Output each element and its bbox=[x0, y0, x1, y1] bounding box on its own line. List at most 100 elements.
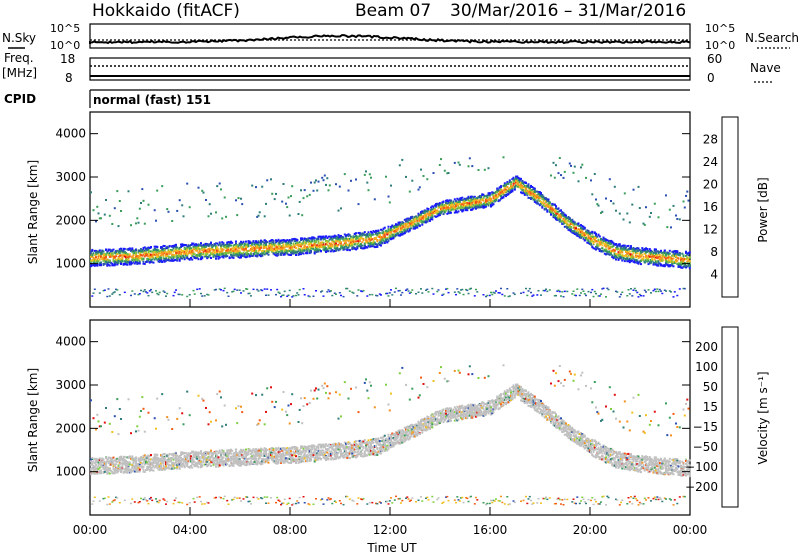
power-point bbox=[426, 221, 428, 223]
power-point bbox=[560, 209, 562, 211]
noise-left-label: N.Sky bbox=[2, 31, 36, 45]
power-point bbox=[109, 265, 111, 267]
power-point bbox=[476, 291, 478, 293]
power-point bbox=[399, 164, 401, 166]
power-point bbox=[118, 225, 120, 227]
power-point bbox=[166, 208, 168, 210]
power-point bbox=[486, 295, 488, 297]
power-point bbox=[463, 294, 465, 296]
power-point bbox=[558, 172, 560, 174]
power-point bbox=[143, 258, 145, 260]
power-point bbox=[544, 290, 546, 292]
velocity-point bbox=[93, 417, 95, 419]
power-point bbox=[133, 254, 135, 256]
power-point bbox=[438, 289, 440, 291]
power-point bbox=[261, 290, 263, 292]
power-point bbox=[533, 294, 535, 296]
power-point bbox=[104, 214, 106, 216]
power-point bbox=[420, 288, 422, 290]
velocity-point bbox=[99, 457, 101, 459]
power-point bbox=[388, 240, 390, 242]
power-point bbox=[140, 290, 142, 292]
power-point bbox=[686, 191, 688, 193]
power-point bbox=[204, 295, 206, 297]
power-point bbox=[499, 292, 501, 294]
power-point bbox=[411, 289, 413, 291]
power-point bbox=[408, 290, 410, 292]
power-point bbox=[659, 289, 661, 291]
cpid-label: CPID bbox=[4, 92, 36, 106]
power-point bbox=[346, 249, 348, 251]
power-point bbox=[129, 256, 131, 258]
power-point bbox=[689, 260, 691, 262]
power-point bbox=[525, 182, 527, 184]
power-point bbox=[139, 293, 141, 295]
power-point bbox=[161, 185, 163, 187]
power-point bbox=[186, 183, 188, 185]
power-point bbox=[644, 290, 646, 292]
power-point bbox=[633, 290, 635, 292]
power-point bbox=[113, 249, 115, 251]
power-point bbox=[194, 293, 196, 295]
power-point bbox=[673, 265, 675, 267]
power-point bbox=[689, 267, 691, 269]
power-point bbox=[283, 294, 285, 296]
power-point bbox=[348, 246, 350, 248]
power-point bbox=[226, 292, 228, 294]
power-point bbox=[431, 288, 433, 290]
power-point bbox=[201, 257, 203, 259]
power-point bbox=[266, 241, 268, 243]
power-point bbox=[261, 186, 263, 188]
freq-label-line2: [MHz] bbox=[2, 66, 37, 80]
power-point bbox=[309, 296, 311, 298]
power-point bbox=[374, 198, 376, 200]
power-point bbox=[650, 212, 652, 214]
power-point bbox=[590, 292, 592, 294]
power-point bbox=[439, 202, 441, 204]
power-point bbox=[91, 295, 93, 297]
power-point bbox=[390, 289, 392, 291]
power-point bbox=[176, 258, 178, 260]
power-point bbox=[371, 294, 373, 296]
power-point bbox=[309, 194, 311, 196]
power-point bbox=[660, 250, 662, 252]
power-point bbox=[676, 218, 678, 220]
power-point bbox=[175, 289, 177, 291]
power-point bbox=[636, 292, 638, 294]
power-point bbox=[275, 294, 277, 296]
power-point bbox=[349, 249, 351, 251]
power-point bbox=[93, 292, 95, 294]
power-point bbox=[143, 291, 145, 293]
power-point bbox=[139, 263, 141, 265]
power-point bbox=[474, 295, 476, 297]
power-point bbox=[679, 288, 681, 290]
power-point bbox=[201, 295, 203, 297]
power-point bbox=[310, 251, 312, 253]
power-point bbox=[340, 295, 342, 297]
power-point bbox=[344, 173, 346, 175]
power-point bbox=[215, 258, 217, 260]
power-point bbox=[584, 227, 586, 229]
power-point bbox=[96, 206, 98, 208]
power-point bbox=[578, 222, 580, 224]
power-point bbox=[353, 238, 355, 240]
power-point bbox=[114, 291, 116, 293]
power-point bbox=[138, 222, 140, 224]
power-point bbox=[321, 290, 323, 292]
power-point bbox=[528, 290, 530, 292]
power-point bbox=[303, 288, 305, 290]
power-point bbox=[599, 235, 601, 237]
power-point bbox=[619, 296, 621, 298]
power-point bbox=[389, 292, 391, 294]
power-point bbox=[654, 203, 656, 205]
power-point bbox=[588, 291, 590, 293]
power-point bbox=[364, 174, 366, 176]
power-point bbox=[558, 208, 560, 210]
power-point bbox=[100, 217, 102, 219]
power-point bbox=[279, 293, 281, 295]
power-point bbox=[304, 189, 306, 191]
power-point bbox=[605, 248, 607, 250]
power-point bbox=[466, 209, 468, 211]
power-point bbox=[324, 238, 326, 240]
power-point bbox=[303, 253, 305, 255]
